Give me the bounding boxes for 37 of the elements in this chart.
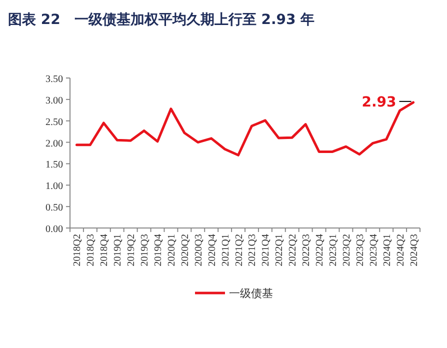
x-tick-label: 2020Q3 [193, 234, 204, 266]
y-tick-label: 1.50 [46, 160, 63, 171]
x-tick-label: 2024Q2 [395, 234, 406, 266]
x-tick-label: 2019Q4 [153, 234, 164, 266]
x-tick-label: 2018Q2 [72, 234, 84, 266]
x-tick-label: 2021Q4 [260, 234, 272, 266]
x-tick-label: 2021Q1 [220, 234, 232, 266]
x-tick-label: 2023Q3 [354, 234, 366, 266]
y-tick-label: 1.00 [46, 181, 63, 192]
x-tick-label: 2022Q2 [288, 234, 299, 266]
x-tick-label: 2023Q2 [341, 234, 352, 266]
y-tick-label: 2.00 [46, 138, 63, 150]
x-tick-label: 2019Q2 [126, 234, 138, 266]
y-tick-label: 0.50 [46, 202, 63, 214]
x-tick-label: 2024Q1 [382, 234, 393, 266]
x-tick-label: 2022Q1 [274, 234, 286, 266]
legend-label: 一级债基 [229, 287, 273, 300]
x-tick-label: 2021Q2 [234, 234, 245, 266]
x-tick-label: 2020Q4 [206, 234, 218, 266]
x-tick-label: 2024Q3 [408, 234, 420, 266]
x-tick-label: 2018Q4 [99, 234, 110, 266]
y-tick-label: 3.50 [46, 74, 63, 85]
x-tick-label: 2019Q3 [140, 234, 151, 266]
y-tick-label: 0.00 [46, 224, 63, 235]
x-tick-label: 2021Q3 [247, 234, 258, 266]
x-tick-label: 2023Q4 [368, 234, 380, 266]
y-tick-label: 2.50 [46, 116, 63, 128]
x-tick-label: 2018Q3 [86, 234, 97, 266]
x-tick-label: 2022Q3 [301, 234, 312, 266]
x-tick-label: 2023Q1 [328, 234, 339, 266]
x-tick-label: 2020Q1 [166, 234, 178, 266]
x-tick-label: 2022Q4 [314, 234, 326, 266]
y-tick-label: 3.00 [46, 95, 63, 106]
annotation: 2.93 [362, 94, 396, 110]
chart-title: 图表 22 一级债基加权平均久期上行至 2.93 年 [8, 12, 315, 28]
x-tick-label: 2020Q2 [180, 234, 191, 266]
x-tick-label: 2019Q1 [112, 234, 124, 266]
